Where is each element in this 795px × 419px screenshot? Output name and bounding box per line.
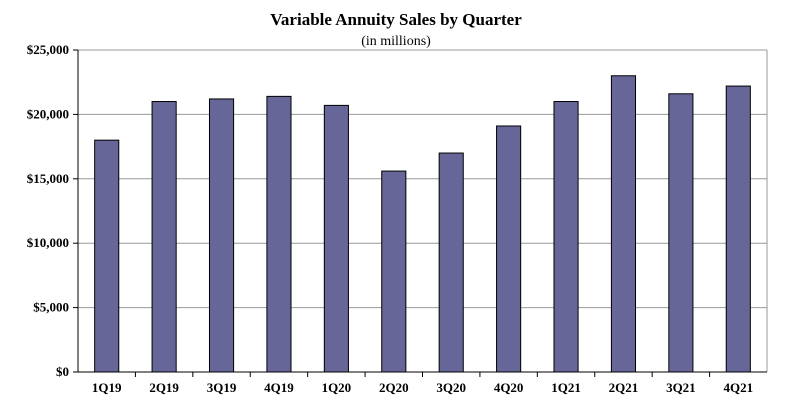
x-tick-label: 3Q20 [436, 380, 466, 395]
y-tick-label: $15,000 [27, 171, 69, 186]
chart-subtitle: (in millions) [361, 34, 431, 49]
axes [73, 49, 768, 377]
x-tick-label: 3Q19 [207, 380, 237, 395]
bar-3Q19 [208, 98, 235, 373]
x-tick-label: 4Q21 [723, 380, 753, 395]
bar-2Q19 [151, 101, 177, 373]
x-tick-label: 4Q20 [494, 380, 524, 395]
y-tick-label: $5,000 [33, 300, 69, 315]
chart-title: Variable Annuity Sales by Quarter [270, 10, 522, 29]
x-tick-label: 3Q21 [666, 380, 696, 395]
bar-4Q19 [266, 95, 292, 373]
bar-2Q21 [610, 75, 637, 373]
bar-4Q21 [725, 85, 751, 373]
x-tick-label: 2Q21 [609, 380, 639, 395]
x-tick-label: 4Q19 [264, 380, 294, 395]
y-tick-label: $10,000 [27, 235, 69, 250]
bar-3Q20 [438, 152, 464, 373]
bar-2Q20 [381, 170, 407, 373]
bar-4Q20 [496, 125, 522, 373]
y-tick-labels: $0 $5,000 $10,000 $15,000 $20,000 $25,000 [27, 42, 69, 379]
x-tick-labels: 1Q19 2Q19 3Q19 4Q19 1Q20 2Q20 3Q20 4Q20 1Q21 2Q21… [92, 380, 753, 395]
x-tick-label: 2Q20 [379, 380, 409, 395]
bars [94, 75, 751, 373]
x-tick-label: 1Q19 [92, 380, 122, 395]
grid-lines [78, 49, 767, 309]
y-tick-label: $20,000 [27, 106, 69, 121]
y-tick-label: $0 [56, 364, 69, 379]
x-tick-label: 1Q21 [551, 380, 581, 395]
y-tick-label: $25,000 [27, 42, 69, 57]
x-tick-label: 2Q19 [149, 380, 179, 395]
bar-3Q21 [668, 93, 694, 373]
x-tick-label: 1Q20 [322, 380, 352, 395]
bar-1Q19 [94, 139, 120, 373]
bar-1Q21 [553, 101, 579, 373]
bar-1Q20 [323, 104, 349, 373]
